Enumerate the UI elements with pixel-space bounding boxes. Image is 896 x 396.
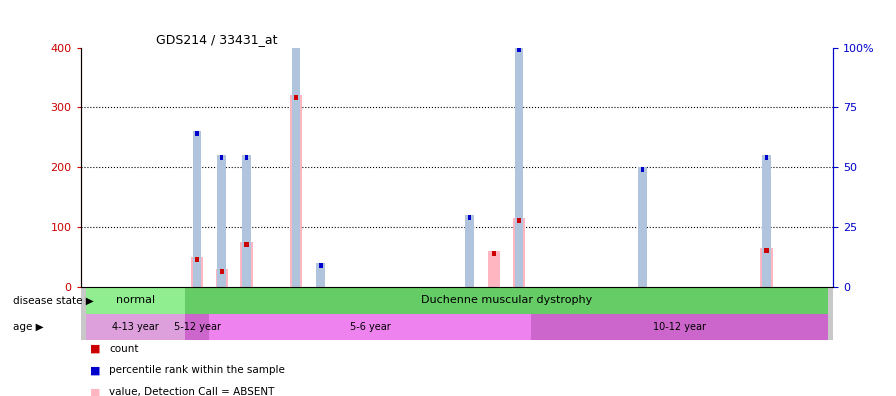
Bar: [240, 242, 253, 287]
Bar: [513, 219, 525, 287]
Bar: [218, 156, 226, 287]
Bar: [488, 251, 500, 287]
Bar: [294, 95, 298, 100]
Bar: [191, 257, 203, 287]
Text: age ▶: age ▶: [13, 322, 44, 331]
Bar: [193, 131, 202, 287]
Bar: [216, 269, 228, 287]
Bar: [638, 168, 647, 287]
Bar: [220, 156, 223, 160]
Bar: [242, 156, 251, 287]
Text: ■: ■: [90, 344, 100, 354]
Bar: [764, 156, 768, 160]
Bar: [641, 168, 644, 172]
Bar: [185, 314, 210, 340]
Bar: [492, 251, 496, 256]
Text: percentile rank within the sample: percentile rank within the sample: [109, 366, 285, 375]
Bar: [468, 215, 471, 220]
Bar: [762, 156, 771, 287]
Bar: [245, 156, 248, 160]
Bar: [220, 269, 224, 274]
Text: count: count: [109, 344, 139, 354]
Text: disease state ▶: disease state ▶: [13, 295, 94, 305]
Bar: [245, 242, 249, 247]
Bar: [319, 263, 323, 268]
Bar: [764, 248, 769, 253]
Text: 5-12 year: 5-12 year: [174, 322, 220, 331]
Bar: [517, 48, 521, 52]
Bar: [185, 287, 828, 314]
Bar: [760, 248, 772, 287]
Text: value, Detection Call = ABSENT: value, Detection Call = ABSENT: [109, 387, 275, 396]
Bar: [514, 48, 523, 287]
Text: ■: ■: [90, 366, 100, 375]
Bar: [195, 131, 199, 136]
Bar: [531, 314, 828, 340]
Bar: [517, 219, 521, 223]
Bar: [292, 0, 300, 287]
Bar: [210, 314, 531, 340]
Text: normal: normal: [116, 295, 155, 305]
Text: GDS214 / 33431_at: GDS214 / 33431_at: [156, 33, 278, 46]
Bar: [316, 263, 325, 287]
Bar: [86, 287, 185, 314]
Text: 10-12 year: 10-12 year: [653, 322, 706, 331]
Bar: [194, 257, 199, 262]
Bar: [289, 95, 302, 287]
Bar: [465, 215, 474, 287]
Text: 4-13 year: 4-13 year: [112, 322, 159, 331]
Text: Duchenne muscular dystrophy: Duchenne muscular dystrophy: [421, 295, 592, 305]
Bar: [86, 314, 185, 340]
Text: ■: ■: [90, 387, 100, 396]
Text: 5-6 year: 5-6 year: [350, 322, 391, 331]
